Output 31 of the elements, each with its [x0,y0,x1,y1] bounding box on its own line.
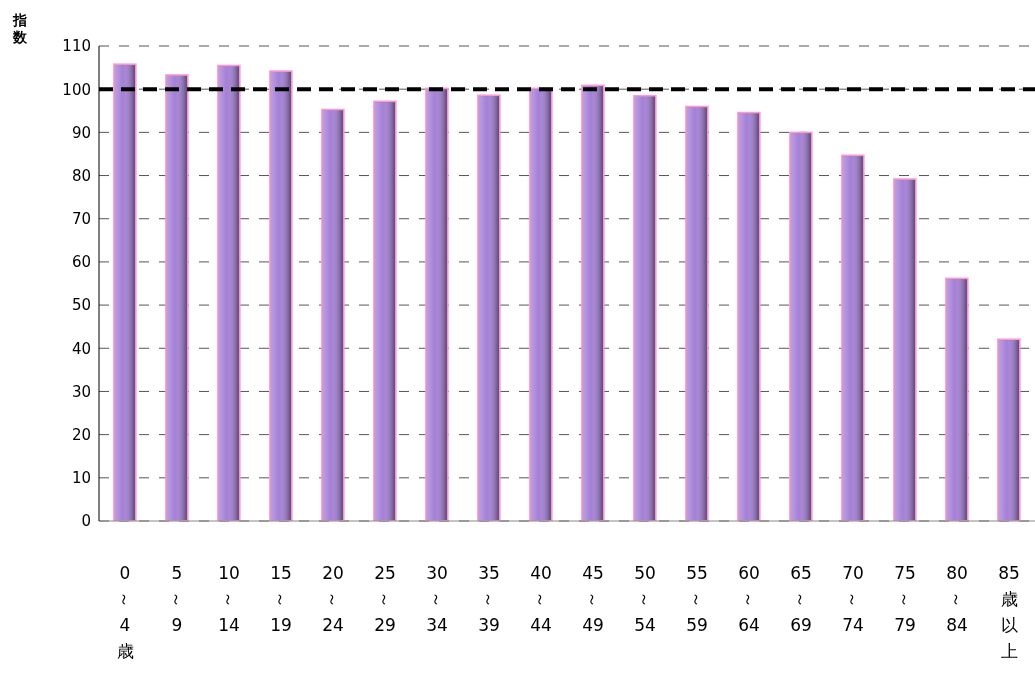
y-tick-label: 80 [71,166,91,185]
x-tick-label: 60～64 [738,563,760,635]
x-tick-label: 30～34 [426,563,448,635]
x-tick-label: 55～59 [686,563,708,635]
x-tick-label: 65～69 [790,563,812,635]
x-tick-label: 20～24 [322,563,344,635]
y-tick-label: 30 [71,382,91,401]
x-tick-label: 0～4歳 [115,563,135,661]
x-tick-label: 85歳以上 [998,563,1020,661]
x-tick-label: 10～14 [218,563,240,635]
y-tick-label: 60 [71,253,91,272]
x-tick-label: 15～19 [270,563,292,635]
x-tick-label: 50～54 [634,563,656,635]
x-tick-label: 75～79 [894,563,916,635]
x-tick-label: 80～84 [946,563,968,635]
x-tick-label: 70～74 [842,563,864,635]
x-tick-label: 45～49 [582,563,604,635]
y-axis-title: 指数 [11,12,28,46]
y-tick-label: 0 [81,512,91,531]
x-tick-label: 5～9 [167,563,187,635]
y-tick-label: 110 [62,37,91,56]
x-tick-label: 35～39 [478,563,500,635]
x-tick-label: 40～44 [530,563,552,635]
y-tick-label: 70 [71,210,91,229]
y-tick-label: 20 [71,425,91,444]
y-tick-label: 90 [71,123,91,142]
y-tick-label: 40 [71,339,91,358]
y-tick-label: 10 [71,469,91,488]
y-tick-label: 100 [62,80,91,99]
y-tick-label: 50 [71,296,91,315]
x-tick-label: 25～29 [374,563,396,635]
